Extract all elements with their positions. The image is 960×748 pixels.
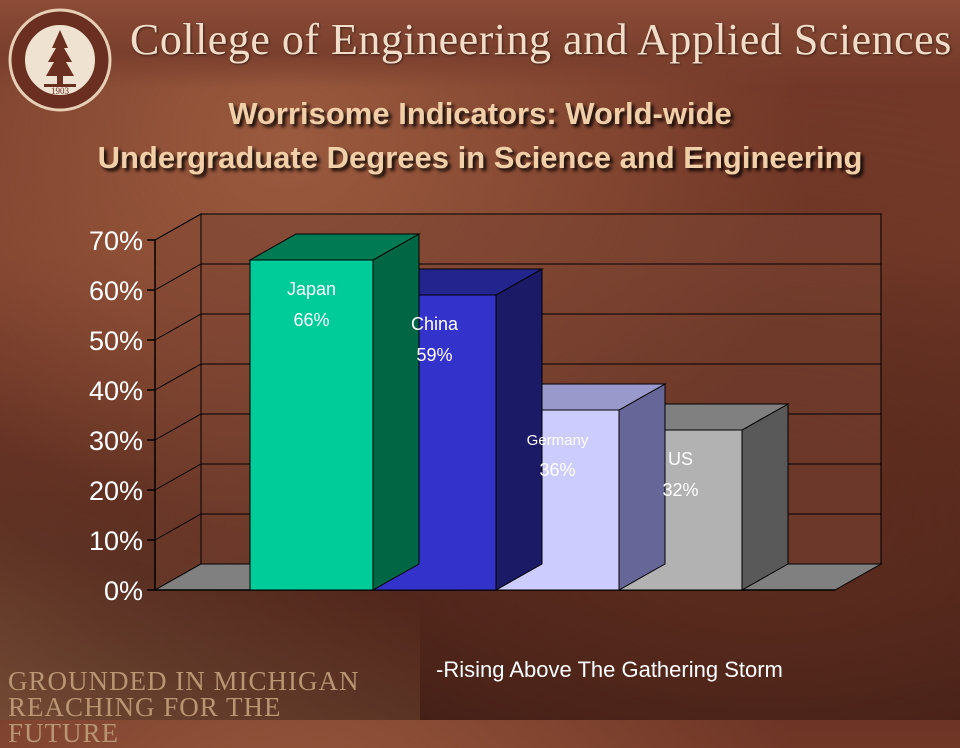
bar-side-face (618, 383, 666, 591)
data-label-category: China (411, 314, 459, 334)
slide-title: Worrisome Indicators: World-wide Undergr… (40, 92, 920, 180)
data-label-value: 59% (416, 345, 452, 365)
footer-line-2: REACHING FOR THE FUTURE (8, 692, 282, 748)
chart-data-labels: Japan 66% China 59% Germany 36% US 32% (287, 279, 699, 500)
y-tick-label: 40% (89, 376, 143, 406)
y-tick-label: 30% (89, 426, 143, 456)
bar-side-face (495, 268, 543, 591)
bar-chart: 0% 10% 20% 30% 40% 50% 60% 70% Japan 66% China 59%… (89, 213, 883, 606)
data-label-value: 66% (293, 310, 329, 330)
footer-line-1: GROUNDED IN MICHIGAN (8, 666, 360, 696)
y-tick-label: 10% (89, 526, 143, 556)
slide-title-line-1: Worrisome Indicators: World-wide (228, 96, 732, 131)
y-tick-label: 60% (89, 276, 143, 306)
y-tick-label: 20% (89, 476, 143, 506)
chart-y-tick-labels: 0% 10% 20% 30% 40% 50% 60% 70% (89, 226, 143, 606)
bar-side-face (741, 403, 789, 591)
header-band (0, 0, 960, 88)
gridline (154, 213, 881, 241)
bar-front-face (249, 259, 374, 591)
y-tick-label: 0% (104, 576, 143, 606)
data-label-value: 36% (539, 460, 575, 480)
y-tick-label: 50% (89, 326, 143, 356)
bar-japan (248, 233, 421, 591)
slide-title-line-2: Undergraduate Degrees in Science and Eng… (97, 140, 863, 175)
source-note: -Rising Above The Gathering Storm (436, 657, 783, 682)
seal-year: 1903 (51, 86, 70, 96)
data-label-value: 32% (662, 480, 698, 500)
bar-side-face (372, 233, 420, 591)
chart-bars (248, 233, 790, 591)
gridline (154, 263, 881, 291)
data-label-category: US (668, 449, 693, 469)
y-tick-label: 70% (89, 226, 143, 256)
data-label-category: Japan (287, 279, 336, 299)
footer-tagline: GROUNDED IN MICHIGAN REACHING FOR THE FU… (8, 666, 388, 748)
data-label-category: Germany (527, 432, 589, 449)
chart-side-wall (154, 213, 202, 591)
university-seal-icon: 1903 (8, 8, 112, 112)
college-title: College of Engineering and Applied Scien… (130, 15, 952, 64)
gridline (154, 363, 881, 391)
gridline (154, 313, 881, 341)
